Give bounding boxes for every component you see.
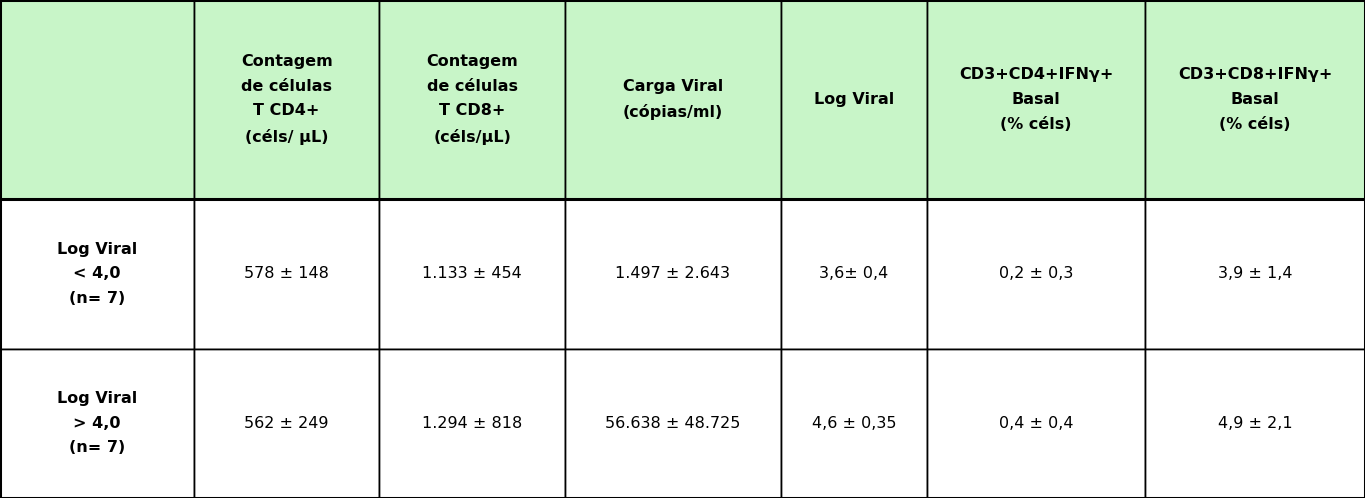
Bar	[379, 199, 565, 349]
Text: 562 ± 249: 562 ± 249	[244, 416, 329, 431]
Bar	[781, 0, 927, 199]
Text: 0,4 ± 0,4: 0,4 ± 0,4	[999, 416, 1073, 431]
Bar	[565, 199, 781, 349]
Text: 578 ± 148: 578 ± 148	[244, 266, 329, 281]
Bar	[565, 0, 781, 199]
Text: Log Viral: Log Viral	[814, 92, 894, 107]
Text: Contagem
de células
T CD8+
(céls/μL): Contagem de células T CD8+ (céls/μL)	[426, 54, 519, 145]
Bar	[927, 0, 1145, 199]
Text: 4,6 ± 0,35: 4,6 ± 0,35	[812, 416, 895, 431]
Text: 3,6± 0,4: 3,6± 0,4	[819, 266, 889, 281]
Bar	[194, 0, 379, 199]
Text: Log Viral
> 4,0
(n= 7): Log Viral > 4,0 (n= 7)	[57, 391, 136, 455]
Text: 3,9 ± 1,4: 3,9 ± 1,4	[1218, 266, 1293, 281]
Bar	[194, 199, 379, 349]
Bar	[781, 199, 927, 349]
Text: Carga Viral
(cópias/ml): Carga Viral (cópias/ml)	[622, 79, 723, 121]
Text: CD3+CD8+IFNγ+
Basal
(% céls): CD3+CD8+IFNγ+ Basal (% céls)	[1178, 68, 1332, 131]
Text: Contagem
de células
T CD4+
(céls/ μL): Contagem de células T CD4+ (céls/ μL)	[240, 54, 333, 145]
Bar	[379, 349, 565, 498]
Bar	[565, 349, 781, 498]
Bar	[379, 0, 565, 199]
Text: 56.638 ± 48.725: 56.638 ± 48.725	[605, 416, 741, 431]
Bar	[1145, 0, 1365, 199]
Bar	[0, 349, 194, 498]
Bar	[781, 349, 927, 498]
Bar	[1145, 199, 1365, 349]
Text: 0,2 ± 0,3: 0,2 ± 0,3	[999, 266, 1073, 281]
Bar	[1145, 349, 1365, 498]
Text: 1.497 ± 2.643: 1.497 ± 2.643	[616, 266, 730, 281]
Text: 1.133 ± 454: 1.133 ± 454	[422, 266, 523, 281]
Bar	[0, 199, 194, 349]
Text: 1.294 ± 818: 1.294 ± 818	[422, 416, 523, 431]
Bar	[927, 349, 1145, 498]
Bar	[0, 0, 194, 199]
Text: CD3+CD4+IFNγ+
Basal
(% céls): CD3+CD4+IFNγ+ Basal (% céls)	[958, 68, 1114, 131]
Bar	[927, 199, 1145, 349]
Text: Log Viral
< 4,0
(n= 7): Log Viral < 4,0 (n= 7)	[57, 242, 136, 306]
Bar	[194, 349, 379, 498]
Text: 4,9 ± 2,1: 4,9 ± 2,1	[1218, 416, 1293, 431]
